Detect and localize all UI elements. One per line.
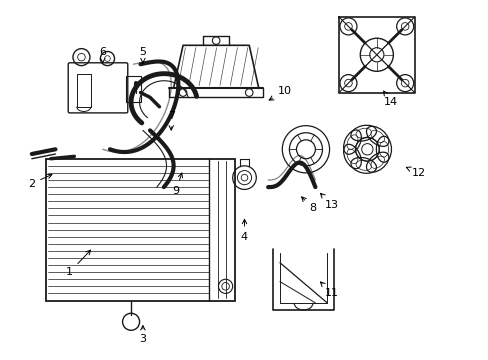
Text: 3: 3	[139, 326, 146, 345]
Text: 5: 5	[139, 48, 146, 63]
Text: 2: 2	[28, 174, 52, 189]
Text: 14: 14	[383, 91, 397, 107]
Text: 9: 9	[172, 173, 182, 195]
Bar	[77, 74, 91, 107]
Text: 10: 10	[268, 86, 291, 100]
Bar	[46, 159, 235, 301]
Text: 4: 4	[241, 219, 247, 242]
Text: 6: 6	[99, 48, 106, 63]
Text: 1: 1	[66, 250, 90, 277]
Bar	[126, 76, 140, 102]
Text: 11: 11	[320, 282, 338, 298]
Text: 12: 12	[406, 167, 426, 178]
Text: 13: 13	[320, 193, 338, 210]
Text: 7: 7	[167, 111, 174, 130]
Text: 8: 8	[301, 197, 316, 213]
